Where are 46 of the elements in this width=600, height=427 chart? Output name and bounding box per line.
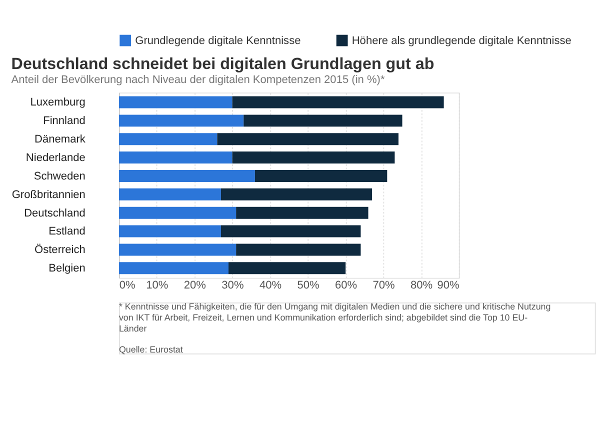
y-tick-label: Österreich [34,243,86,256]
legend-label: Höhere als grundlegende digitale Kenntnisse [352,34,572,47]
bar [236,244,361,256]
x-tick-label: 0% [119,279,136,292]
x-tick-label: 10% [146,279,168,292]
x-tick-label: 50% [297,279,320,292]
text: * Kenntnisse und Fähigkeiten, die für den Umgang mit digitalen Medien und die sichere und kritische Nutzung von IKT für Arbeit, Freizeit, Lernen und Kommunikation erforderlich sind; abgebildet sind die Top 10 EU-Länder [118,301,551,334]
bar [118,170,255,182]
bar [118,262,229,274]
y-tick-label: Niederlande [26,152,86,164]
bar [244,114,402,127]
x-tick-label: 20% [184,279,206,292]
source-note: Quelle: Eurostat [118,344,184,355]
bar [232,96,444,108]
y-tick-label: Großbritannien [12,188,86,201]
bar [217,133,398,146]
chart-title: Deutschland schneidet bei digitalen Grundlagen gut ab [11,54,434,73]
x-tick-label: 30% [222,279,244,292]
bar [228,262,346,274]
bar [118,133,218,146]
y-tick-label: Dänemark [34,134,86,146]
bar [220,225,361,238]
x-tick-label: 80% [410,279,433,292]
bar [118,206,236,219]
bar [232,152,395,164]
x-tick-label: 40% [259,279,282,292]
bar [118,114,244,127]
x-tick-label: 90% [437,279,460,292]
y-tick-label: Deutschland [24,207,86,220]
chart-subtitle: Anteil der Bevölkerung nach Niveau der digitalen Kompetenzen 2015 (in %)* [11,74,386,86]
x-tick-label: 60% [334,279,358,292]
bar [118,96,232,108]
bar [118,225,221,238]
y-tick-label: Luxemburg [30,96,86,109]
y-tick-label: Schweden [34,170,86,182]
y-tick-label: Finnland [43,115,86,128]
bar [220,188,372,200]
bar [118,244,236,256]
bar [118,152,232,164]
bar [254,170,388,182]
x-tick-label: 70% [372,279,396,292]
y-tick-label: Belgien [48,262,86,275]
y-tick-label: Estland [48,226,86,238]
bar [118,188,221,200]
legend-label: Grundlegende digitale Kenntnisse [135,34,301,47]
bar [236,206,368,219]
